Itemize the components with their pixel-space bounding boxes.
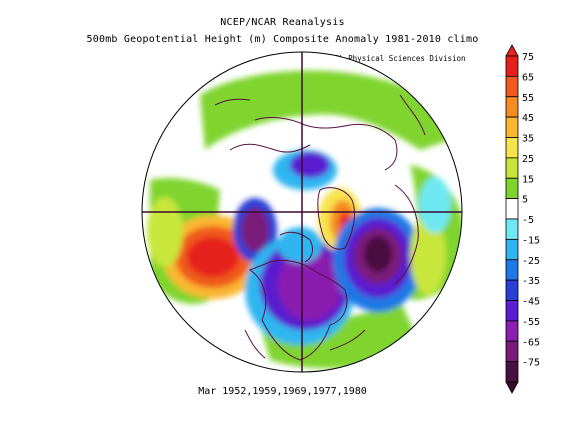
polar-map <box>142 52 462 372</box>
colorbar-swatch <box>505 361 519 383</box>
credit-text: NOAA/ESRL Physical Sciences Division <box>303 54 466 63</box>
colorbar-tick-label: -45 <box>522 297 540 308</box>
colorbar-swatch <box>505 75 519 98</box>
colorbar-swatch <box>505 238 519 261</box>
colorbar-tick-label: 75 <box>522 52 534 63</box>
colorbar-swatch <box>505 177 519 200</box>
colorbar-tick-label: 55 <box>522 93 534 104</box>
date-caption: Mar 1952,1959,1969,1977,1980 <box>198 386 367 397</box>
colorbar-tick-label: 25 <box>522 154 534 165</box>
coastlines <box>214 94 426 361</box>
colorbar-tick-label: -35 <box>522 276 540 287</box>
title-line-2: 500mb Geopotential Height (m) Composite … <box>86 34 479 45</box>
colorbar-tick-label: -65 <box>522 337 540 348</box>
colorbar-swatch <box>505 320 519 342</box>
colorbar-swatch <box>505 137 519 159</box>
colorbar-tick-label: 45 <box>522 113 534 124</box>
colorbar-tick-label: -5 <box>522 215 534 226</box>
colorbar-max-arrow <box>505 44 519 57</box>
colorbar-tick-label: 65 <box>522 72 534 83</box>
title-line-1: NCEP/NCAR Reanalysis <box>220 17 345 28</box>
colorbar-swatch <box>505 279 519 301</box>
colorbar-tick-label: -15 <box>522 235 540 246</box>
colorbar-swatch <box>505 55 519 77</box>
colorbar-swatch <box>505 218 519 240</box>
colorbar-swatch <box>505 198 519 220</box>
colorbar-tick-label: -55 <box>522 317 540 328</box>
colorbar-tick-label: -25 <box>522 256 540 267</box>
colorbar-tick-label: -75 <box>522 358 540 369</box>
colorbar-tick-label: 35 <box>522 134 534 145</box>
colorbar-swatch <box>505 157 519 179</box>
map-boundary-circle <box>141 51 463 373</box>
colorbar-min-arrow <box>505 381 519 394</box>
colorbar-swatch <box>505 116 519 138</box>
colorbar-swatch <box>505 300 519 322</box>
colorbar-swatch <box>505 96 519 118</box>
colorbar-tick-label: 5 <box>522 195 528 206</box>
colorbar-swatch <box>505 259 519 281</box>
colorbar-swatch <box>505 340 519 363</box>
colorbar-tick-label: 15 <box>522 174 534 185</box>
colorbar: 75 65 55 45 35 25 15 5 -5 -15 -25 -35 -45 -55 -65 -75 <box>505 44 540 394</box>
